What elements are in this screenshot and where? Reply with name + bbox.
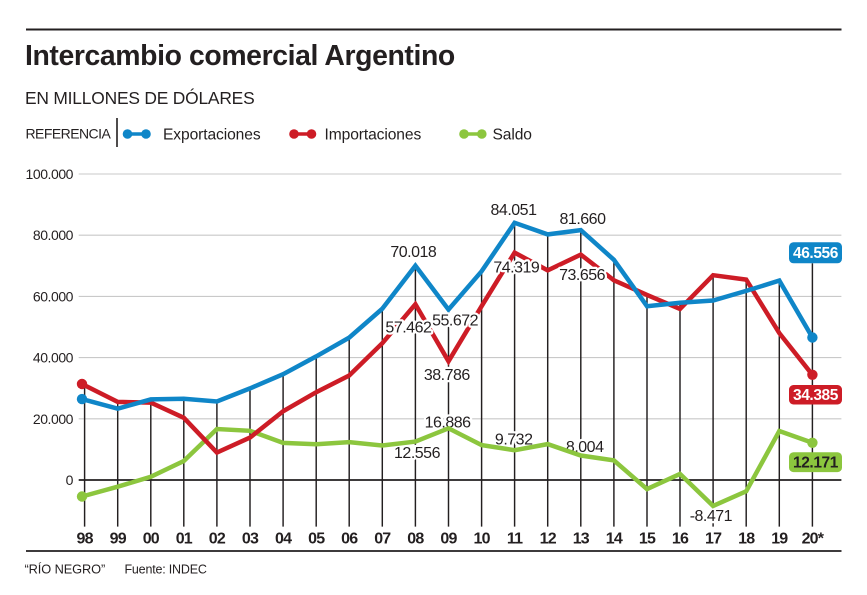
svg-text:Exportaciones: Exportaciones — [163, 126, 261, 143]
svg-text:18: 18 — [738, 531, 755, 548]
svg-text:0: 0 — [66, 472, 74, 488]
svg-text:74.319: 74.319 — [493, 260, 540, 277]
svg-text:57.462: 57.462 — [385, 320, 432, 337]
svg-text:40.000: 40.000 — [33, 350, 74, 366]
svg-text:10: 10 — [473, 531, 490, 548]
svg-text:55.672: 55.672 — [432, 312, 479, 329]
svg-text:13: 13 — [573, 531, 590, 548]
svg-text:“RÍO NEGRO”: “RÍO NEGRO” — [25, 562, 106, 577]
svg-text:15: 15 — [639, 531, 656, 548]
svg-text:17: 17 — [705, 531, 722, 548]
svg-text:04: 04 — [275, 531, 292, 548]
svg-text:73.656: 73.656 — [559, 267, 606, 284]
svg-text:01: 01 — [176, 531, 193, 548]
svg-text:70.018: 70.018 — [390, 244, 437, 261]
svg-text:11: 11 — [507, 531, 523, 548]
svg-text:81.660: 81.660 — [560, 211, 607, 228]
svg-text:99: 99 — [110, 531, 127, 548]
svg-text:Importaciones: Importaciones — [325, 126, 422, 143]
svg-text:98: 98 — [76, 531, 93, 548]
svg-text:84.051: 84.051 — [491, 202, 538, 219]
svg-text:16: 16 — [672, 531, 689, 548]
svg-text:19: 19 — [771, 531, 788, 548]
svg-text:16.886: 16.886 — [425, 415, 472, 432]
svg-text:Intercambio comercial Argentin: Intercambio comercial Argentino — [25, 40, 455, 72]
svg-text:00: 00 — [143, 531, 160, 548]
svg-text:38.786: 38.786 — [424, 367, 471, 384]
svg-text:09: 09 — [440, 531, 457, 548]
svg-text:14: 14 — [606, 531, 623, 548]
svg-text:20.000: 20.000 — [33, 411, 74, 427]
svg-text:100.000: 100.000 — [26, 166, 74, 182]
svg-text:34.385: 34.385 — [793, 387, 839, 404]
svg-text:08: 08 — [407, 531, 424, 548]
svg-text:12: 12 — [540, 531, 557, 548]
svg-text:20*: 20* — [802, 531, 825, 548]
svg-text:9.732: 9.732 — [495, 431, 533, 448]
svg-text:07: 07 — [374, 531, 391, 548]
svg-text:80.000: 80.000 — [33, 227, 74, 243]
svg-text:Saldo: Saldo — [493, 126, 533, 143]
svg-text:12.556: 12.556 — [394, 445, 441, 462]
svg-text:03: 03 — [242, 531, 259, 548]
svg-text:EN MILLONES DE DÓLARES: EN MILLONES DE DÓLARES — [25, 88, 254, 108]
svg-text:Fuente: INDEC: Fuente: INDEC — [125, 563, 207, 577]
svg-text:02: 02 — [209, 531, 226, 548]
svg-text:05: 05 — [308, 531, 325, 548]
svg-text:REFERENCIA: REFERENCIA — [26, 126, 112, 142]
svg-text:46.556: 46.556 — [793, 245, 839, 262]
svg-text:12.171: 12.171 — [793, 455, 839, 472]
svg-text:60.000: 60.000 — [33, 288, 74, 304]
svg-text:06: 06 — [341, 531, 358, 548]
svg-text:-8.471: -8.471 — [690, 508, 733, 525]
